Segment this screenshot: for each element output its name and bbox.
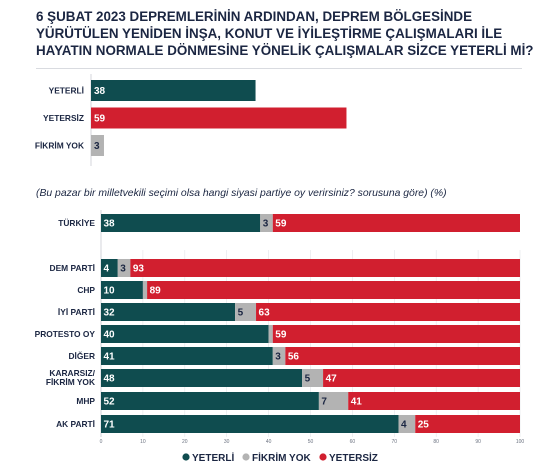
x-tick-label: 20 — [182, 439, 188, 445]
bar-value-label: 93 — [133, 264, 145, 275]
bar-segment-fi̇kri̇m-yok — [142, 281, 148, 299]
x-tick-label: 0 — [100, 439, 103, 445]
category-label: AK PARTİ — [56, 419, 95, 429]
bar-segment-yetersi̇z — [348, 392, 520, 410]
bar-segment-fi̇kri̇m-yok — [268, 325, 273, 343]
bar-segment-yetersi̇z — [272, 325, 520, 343]
x-tick-label: 70 — [392, 439, 398, 445]
legend-marker — [182, 453, 190, 461]
bar-value-label: 48 — [104, 374, 116, 385]
category-label: KARARSIZ/ — [49, 368, 95, 378]
bar-segment-yeterli̇ — [101, 325, 269, 343]
top-bar-value-label: 59 — [94, 114, 106, 125]
bar-value-label: 3 — [275, 352, 281, 363]
bar-value-label: 4 — [401, 420, 407, 431]
x-tick-label: 30 — [224, 439, 230, 445]
bar-value-label: 56 — [288, 352, 300, 363]
title-line-1: 6 ŞUBAT 2023 DEPREMLERİNİN ARDINDAN, DEP… — [36, 9, 472, 24]
bar-segment-yeterli̇ — [101, 281, 143, 299]
bar-value-label: 59 — [275, 219, 287, 230]
category-label: MHP — [76, 396, 95, 406]
bar-segment-yeterli̇ — [101, 369, 303, 387]
bar-value-label: 63 — [259, 308, 271, 319]
category-label: PROTESTO OY — [35, 329, 96, 339]
bar-segment-yetersi̇z — [285, 347, 520, 365]
category-label: FİKRİM YOK — [46, 377, 95, 387]
bar-segment-fi̇kri̇m-yok — [117, 259, 131, 277]
bar-segment-fi̇kri̇m-yok — [318, 392, 349, 410]
bar-segment-yeterli̇ — [101, 415, 399, 433]
bar-segment-yeterli̇ — [101, 259, 118, 277]
bar-value-label: 89 — [150, 286, 162, 297]
x-tick-label: 60 — [350, 439, 356, 445]
legend-marker — [319, 453, 327, 461]
x-tick-label: 90 — [475, 439, 481, 445]
top-bar — [91, 107, 347, 129]
bar-segment-fi̇kri̇m-yok — [302, 369, 324, 387]
top-category-label: FİKRİM YOK — [35, 141, 84, 151]
bar-value-label: 25 — [418, 420, 430, 431]
top-category-label: YETERLİ — [49, 86, 84, 96]
bar-value-label: 32 — [104, 308, 116, 319]
bar-segment-yetersi̇z — [415, 415, 520, 433]
category-label: DİĞER — [68, 350, 95, 361]
top-bar — [91, 80, 256, 101]
bar-value-label: 47 — [326, 374, 338, 385]
legend-label: YETERLİ — [192, 451, 234, 464]
x-tick-label: 100 — [516, 439, 525, 445]
top-bar-value-label: 3 — [94, 141, 100, 152]
chart-subtitle: (Bu pazar bir milletvekili seçimi olsa h… — [36, 188, 447, 199]
legend-label: YETERSİZ — [329, 451, 378, 464]
category-label: İYİ PARTİ — [58, 307, 95, 317]
bar-value-label: 52 — [104, 397, 116, 408]
bar-segment-yeterli̇ — [101, 392, 319, 410]
bar-segment-fi̇kri̇m-yok — [272, 347, 286, 365]
category-label: DEM PARTİ — [50, 263, 95, 273]
bar-segment-yetersi̇z — [130, 259, 520, 277]
legend-label: FİKRİM YOK — [252, 451, 311, 464]
bar-value-label: 3 — [120, 264, 126, 275]
x-tick-label: 40 — [266, 439, 272, 445]
bar-value-label: 71 — [104, 420, 116, 431]
bar-segment-fi̇kri̇m-yok — [398, 415, 416, 433]
x-tick-label: 80 — [433, 439, 439, 445]
bar-segment-fi̇kri̇m-yok — [260, 214, 273, 232]
bar-value-label: 7 — [321, 397, 327, 408]
x-tick-label: 50 — [308, 439, 314, 445]
bar-value-label: 59 — [275, 330, 287, 341]
category-label: TÜRKİYE — [58, 218, 95, 228]
bar-value-label: 38 — [104, 219, 116, 230]
bar-segment-yetersi̇z — [256, 303, 520, 321]
bar-segment-yetersi̇z — [147, 281, 520, 299]
category-label: CHP — [77, 285, 95, 295]
title-line-3: HAYATIN NORMALE DÖNMESİNE YÖNELİK ÇALIŞM… — [36, 43, 534, 58]
title-line-2: YÜRÜTÜLEN YENİDEN İNŞA, KONUT VE İYİLEŞT… — [36, 26, 503, 41]
bar-value-label: 41 — [104, 352, 116, 363]
x-tick-label: 10 — [140, 439, 146, 445]
bar-value-label: 40 — [104, 330, 116, 341]
bar-segment-yetersi̇z — [272, 214, 520, 232]
bar-segment-yeterli̇ — [101, 214, 261, 232]
bar-value-label: 41 — [351, 397, 363, 408]
bar-segment-yeterli̇ — [101, 347, 273, 365]
legend-marker — [242, 453, 250, 461]
bar-segment-fi̇kri̇m-yok — [235, 303, 257, 321]
bar-value-label: 4 — [104, 264, 110, 275]
bar-value-label: 10 — [104, 286, 116, 297]
bar-segment-yeterli̇ — [101, 303, 236, 321]
top-bar-value-label: 38 — [94, 86, 106, 97]
chart-title: 6 ŞUBAT 2023 DEPREMLERİNİN ARDINDAN, DEP… — [36, 8, 536, 59]
top-bar — [91, 135, 104, 156]
bar-value-label: 5 — [238, 308, 244, 319]
bar-value-label: 5 — [305, 374, 311, 385]
bar-segment-yetersi̇z — [323, 369, 520, 387]
bar-value-label: 3 — [263, 219, 269, 230]
title-divider — [36, 68, 522, 69]
top-category-label: YETERSİZ — [43, 113, 84, 123]
